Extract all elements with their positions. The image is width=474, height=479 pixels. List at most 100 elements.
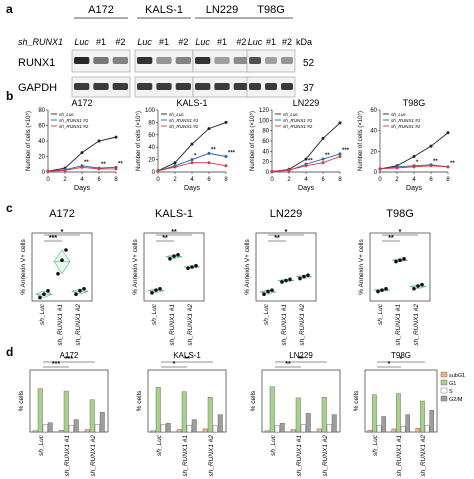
- cellcycle-sig-kals-1-0: *: [173, 361, 176, 368]
- growth-legend-label-kals-1-0: sh_Luc: [169, 112, 185, 117]
- annexin-point-ln229-0-2: [270, 288, 274, 292]
- band-gapdh-t98g-2: [281, 83, 293, 90]
- lane-label-a172-0: Luc: [74, 37, 89, 47]
- annexin-point-t98g-2-1: [416, 284, 420, 288]
- annexin-point-t98g-0-0: [376, 289, 380, 294]
- band-runx1-a172-2: [112, 57, 128, 64]
- annexin-point-a172-2-0: [74, 292, 78, 297]
- growth-ytick-label-t98g-2: 40: [370, 129, 377, 135]
- annexin-point-ln229-2-1: [302, 274, 306, 279]
- growth-point-a172-2-1: [63, 168, 67, 172]
- lane-label-t98g-2: #2: [282, 37, 292, 47]
- cell-line-label-t98g: T98G: [257, 4, 285, 16]
- annexin-point-kals-1-1-1: [172, 254, 176, 258]
- annexin-point-a172-0-1: [42, 292, 46, 297]
- lane-label-kals-1-1: #1: [159, 37, 169, 47]
- growth-xtick-label-kals-1-2: 4: [190, 177, 194, 183]
- cellcycle-bar-kals-1-0-2: [160, 424, 166, 433]
- growth-point-a172-0-3: [97, 139, 101, 143]
- cellcycle-sig-ln229-0: **: [285, 361, 291, 368]
- growth-point-t98g-0-2: [412, 155, 416, 158]
- growth-sig-t98g-1: **: [433, 159, 438, 165]
- panel-c-annexin-scatter: A172 % Annexin V+ cells sh_Luc sh_RUNX1 #1 s…: [20, 208, 431, 346]
- annexin-ylabel-ln229: % Annexin V+ cells: [244, 239, 251, 295]
- band-gapdh-t98g-1: [265, 83, 277, 90]
- growth-point-kals-1-1-4: [224, 155, 228, 158]
- cellcycle-category-kals-1-0: sh_Luc: [156, 434, 163, 456]
- band-gapdh-kals-1-1: [156, 83, 172, 90]
- cellcycle-ylabel-t98g: % cells: [353, 390, 360, 411]
- annexin-point-a172-0-2: [46, 289, 50, 293]
- band-runx1-t98g-0: [249, 57, 261, 64]
- growth-xtick-label-ln229-2: 4: [304, 177, 308, 183]
- growth-xtick-label-t98g-1: 2: [395, 177, 399, 183]
- annexin-sig-t98g-0: **: [388, 235, 394, 242]
- cellcycle-bar-t98g-2-0: [415, 428, 421, 433]
- growth-ytick-label-ln229-3: 60: [262, 139, 269, 145]
- growth-ytick-label-ln229-4: 80: [262, 129, 269, 135]
- growth-point-ln229-2-1: [287, 168, 291, 172]
- growth-xtick-label-kals-1-0: 0: [156, 177, 160, 183]
- annexin-category-ln229-0: sh_Luc: [263, 303, 270, 325]
- annexin-sig-t98g-1: *: [399, 229, 402, 236]
- growth-xlabel-a172: Days: [74, 185, 90, 192]
- growth-point-ln229-0-3: [321, 136, 325, 140]
- cellcycle-category-t98g-0: sh_Luc: [372, 434, 379, 456]
- growth-point-t98g-2-4: [446, 165, 450, 169]
- growth-xtick-label-ln229-1: 2: [287, 177, 291, 183]
- growth-point-ln229-2-2: [304, 164, 308, 168]
- growth-legend-label-kals-1-1: sh_RUNX1 #1: [169, 118, 199, 123]
- growth-sig-a172-2: **: [118, 161, 123, 167]
- cellcycle-legend-label-2: S: [449, 389, 453, 395]
- growth-ytick-label-a172-2: 40: [38, 139, 45, 145]
- annexin-title-kals-1: KALS-1: [155, 208, 193, 220]
- annexin-category-kals-1-2: sh_RUNX1 #2: [187, 304, 194, 346]
- growth-point-ln229-1-4: [338, 152, 342, 156]
- annexin-title-a172: A172: [49, 208, 75, 220]
- growth-legend-label-ln229-2: sh_RUNX1 #2: [283, 124, 313, 129]
- annexin-sig-kals-1-0: **: [162, 235, 168, 242]
- cellcycle-bar-ln229-0-3: [279, 423, 285, 433]
- growth-ytick-label-ln229-1: 20: [262, 160, 269, 166]
- growth-legend-label-kals-1-2: sh_RUNX1 #2: [169, 124, 199, 129]
- row-header-shrna: sh_RUNX1: [18, 37, 63, 47]
- cellcycle-bar-ln229-2-3: [331, 414, 337, 433]
- growth-ytick-label-t98g-1: 20: [370, 149, 377, 155]
- band-runx1-t98g-1: [265, 57, 277, 64]
- cellcycle-bar-kals-1-0-0: [150, 430, 156, 433]
- growth-ytick-label-kals-1-5: 100: [145, 108, 156, 114]
- band-gapdh-ln229-0: [195, 83, 211, 90]
- cellcycle-bar-ln229-2-2: [326, 424, 332, 433]
- growth-legend-label-ln229-0: sh_Luc: [283, 112, 299, 117]
- annexin-category-ln229-1: sh_RUNX1 #1: [281, 304, 288, 346]
- cellcycle-bar-a172-1-3: [73, 419, 79, 433]
- band-runx1-kals-1-1: [156, 57, 172, 64]
- growth-xtick-label-kals-1-4: 8: [224, 177, 228, 183]
- protein-label-runx1: RUNX1: [18, 57, 55, 69]
- lane-label-ln229-2: #2: [236, 37, 246, 47]
- growth-point-kals-1-0-2: [190, 142, 194, 146]
- annexin-point-kals-1-0-0: [150, 291, 154, 295]
- growth-sig-kals-1-0: *: [194, 154, 197, 160]
- annexin-point-kals-1-2-1: [190, 265, 194, 269]
- cell-line-label-a172: A172: [88, 4, 114, 16]
- cellcycle-category-ln229-2: sh_RUNX1 #2: [322, 435, 329, 477]
- cellcycle-legend-label-0: subG1: [449, 373, 465, 379]
- growth-ytick-label-a172-1: 20: [38, 155, 45, 161]
- annexin-category-kals-1-1: sh_RUNX1 #1: [169, 304, 176, 346]
- cellcycle-category-ln229-0: sh_Luc: [270, 434, 277, 456]
- cellcycle-bar-kals-1-2-1: [207, 397, 213, 433]
- cellcycle-bar-kals-1-1-3: [191, 419, 197, 433]
- annexin-category-a172-1: sh_RUNX1 #1: [57, 304, 64, 346]
- cellcycle-bar-t98g-1-0: [391, 428, 397, 433]
- cellcycle-category-t98g-2: sh_RUNX1 #2: [420, 435, 427, 477]
- growth-sig-ln229-0: **: [308, 158, 313, 164]
- cellcycle-category-t98g-1: sh_RUNX1 #1: [396, 435, 403, 477]
- growth-point-kals-1-2-4: [224, 164, 228, 168]
- growth-legend-label-ln229-1: sh_RUNX1 #1: [283, 118, 313, 123]
- annexin-point-ln229-1-1: [284, 278, 288, 283]
- growth-xlabel-kals-1: Days: [184, 185, 200, 192]
- annexin-point-kals-1-1-2: [176, 252, 180, 257]
- annexin-point-a172-1-2: [64, 248, 68, 252]
